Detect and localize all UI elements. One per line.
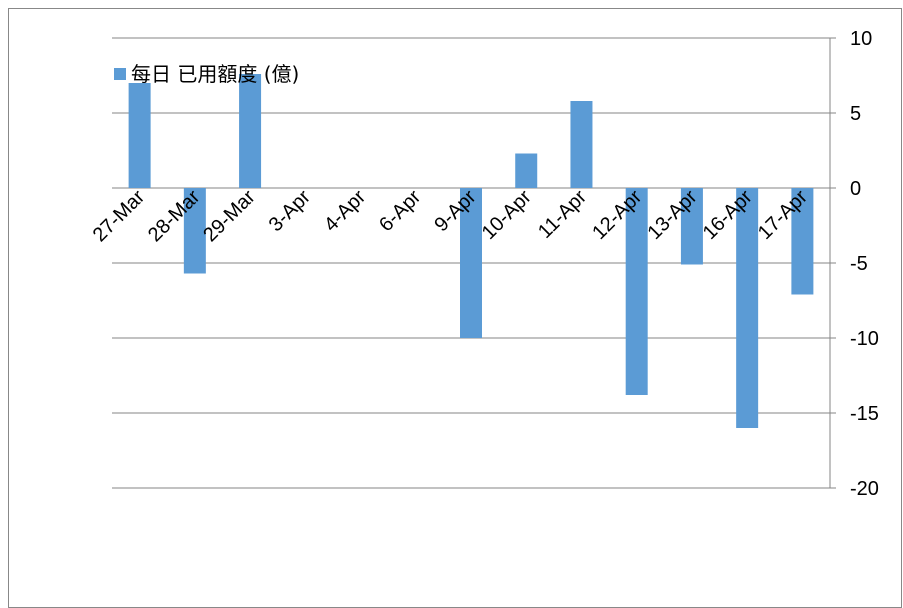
y-tick-label: 10 — [850, 28, 872, 50]
legend: 每日 已用額度 (億) — [114, 62, 299, 86]
bar — [460, 188, 482, 338]
bars — [128, 74, 814, 428]
x-tick-label: 27-Mar — [89, 186, 150, 247]
bar — [570, 101, 593, 188]
x-tick-label: 29-Mar — [199, 186, 260, 247]
bar — [183, 188, 206, 274]
y-tick-label: -10 — [850, 328, 879, 350]
legend-label: 每日 已用額度 (億) — [131, 62, 299, 86]
bar — [625, 188, 648, 395]
value-axis: 10 5 0 -5 -10 -15 -20 — [829, 28, 879, 500]
bar — [791, 188, 814, 295]
bar — [736, 188, 759, 428]
legend-swatch — [114, 68, 126, 80]
y-tick-label: 5 — [850, 103, 861, 125]
x-tick-label: 6-Apr — [375, 186, 425, 236]
x-tick-label: 4-Apr — [320, 186, 370, 236]
x-tick-label: 3-Apr — [265, 186, 315, 236]
y-tick-label: -5 — [850, 253, 868, 275]
x-tick-label: 10-Apr — [478, 186, 536, 244]
y-tick-label: 0 — [850, 178, 861, 200]
bar — [239, 74, 262, 188]
bar — [128, 83, 151, 188]
x-tick-label: 11-Apr — [534, 186, 591, 243]
y-tick-label: -15 — [850, 403, 879, 425]
y-tick-label: -20 — [850, 478, 879, 500]
bar — [515, 153, 538, 188]
bar — [680, 188, 703, 265]
